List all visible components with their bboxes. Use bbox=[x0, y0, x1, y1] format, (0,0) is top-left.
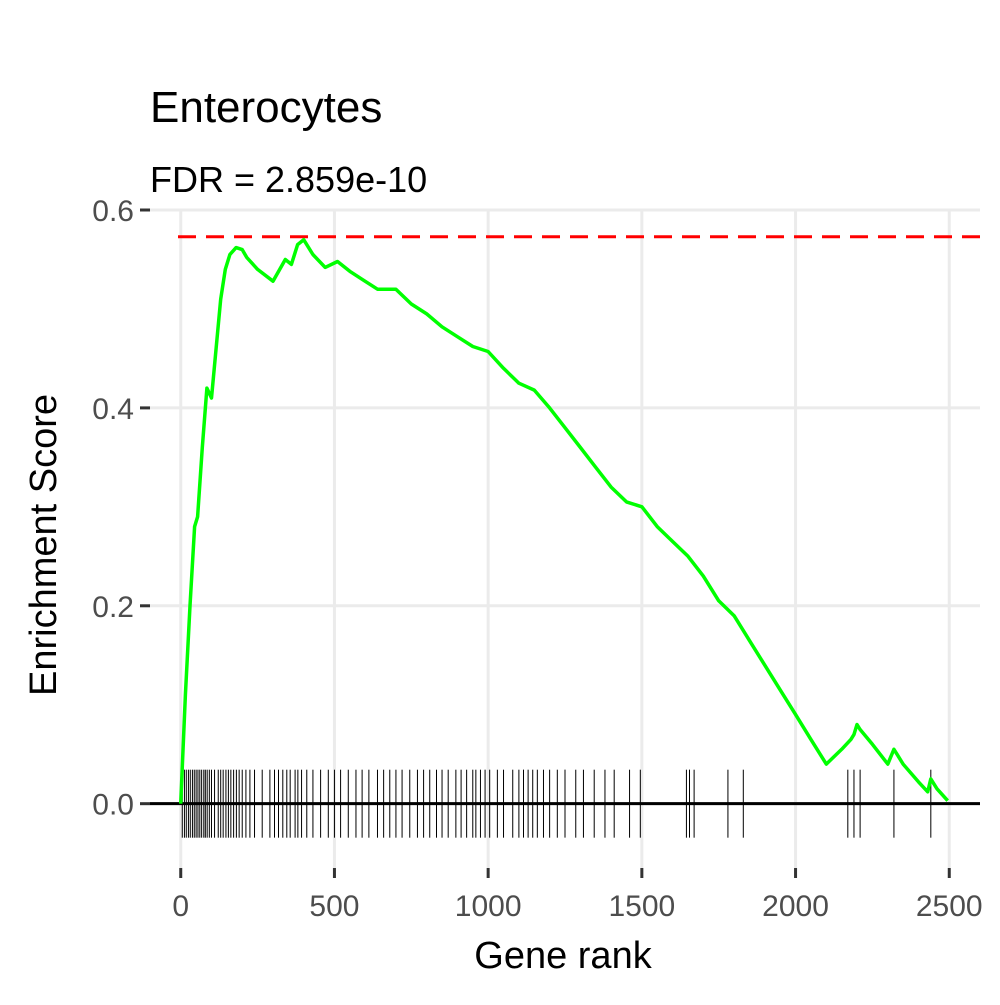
y-tick-label: 0.4 bbox=[92, 393, 134, 426]
y-tick-label: 0.0 bbox=[92, 789, 134, 822]
grid-layer bbox=[150, 208, 980, 868]
y-tick-label: 0.6 bbox=[92, 195, 134, 228]
x-tick-label: 500 bbox=[309, 890, 359, 923]
x-tick-label: 2000 bbox=[762, 890, 829, 923]
chart-title: Enterocytes bbox=[150, 83, 382, 132]
x-tick-label: 1000 bbox=[455, 890, 522, 923]
marks-layer bbox=[150, 235, 980, 806]
x-tick-label: 1500 bbox=[608, 890, 675, 923]
y-tick-label: 0.2 bbox=[92, 591, 134, 624]
enrichment-curve bbox=[178, 237, 950, 804]
y-axis-title: Enrichment Score bbox=[23, 394, 65, 696]
x-axis-title: Gene rank bbox=[474, 935, 652, 977]
chart-subtitle: FDR = 2.859e-10 bbox=[150, 159, 427, 200]
axis-layer: 0 500 1000 1500 2000 2500 0.0 0.2 0.4 0.6 bbox=[92, 195, 982, 923]
x-tick-label: 0 bbox=[172, 890, 189, 923]
x-tick-label: 2500 bbox=[916, 890, 983, 923]
